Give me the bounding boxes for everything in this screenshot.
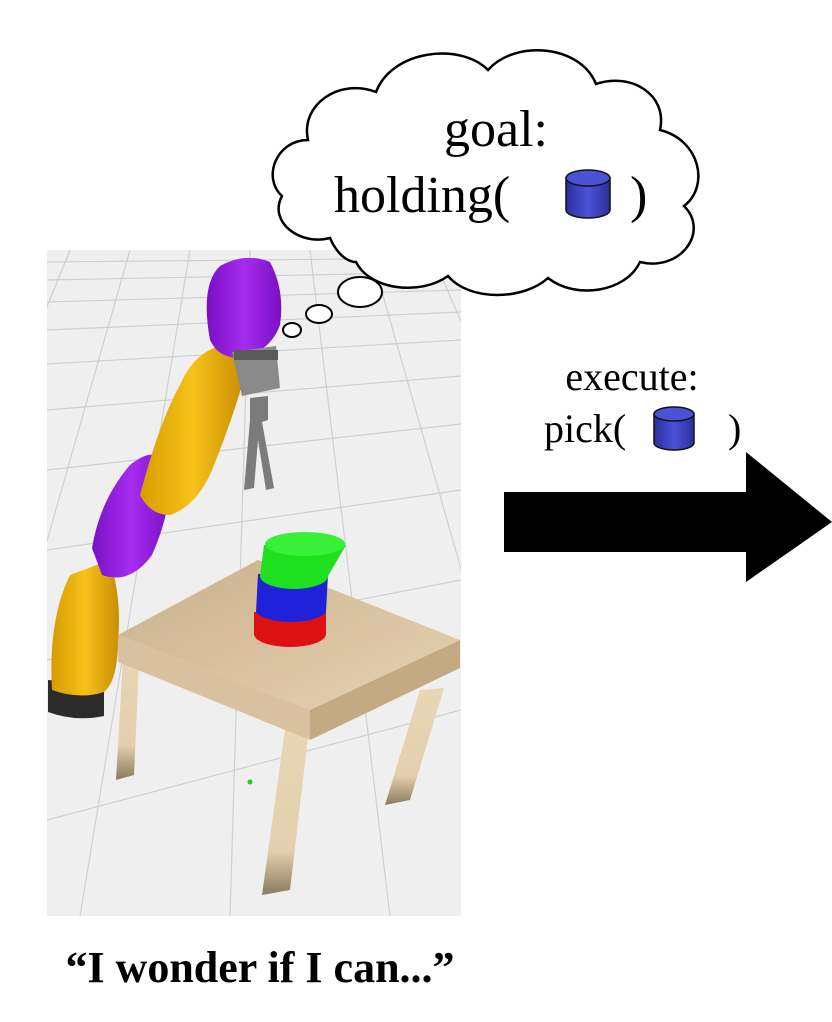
blue-cylinder-icon — [565, 169, 611, 219]
table-edge-side — [310, 640, 460, 740]
execute-label: execute: — [565, 354, 698, 399]
goal-label: goal: — [444, 101, 548, 158]
thought-dot-medium — [305, 304, 333, 324]
green-block — [260, 545, 346, 589]
holding-predicate-close: ) — [630, 167, 647, 224]
block-stack — [254, 532, 346, 647]
pick-predicate-open: pick( — [544, 406, 626, 451]
cloud-outline — [271, 49, 700, 297]
right-arrow-icon — [504, 452, 832, 582]
red-block — [254, 612, 326, 647]
pick-predicate-close: ) — [728, 406, 741, 451]
table-leg-front-left — [262, 720, 310, 895]
blue-cylinder-icon — [653, 406, 695, 451]
simulation-scene — [47, 250, 461, 916]
robot-link-middle — [140, 345, 245, 515]
robot-joint-upper — [206, 257, 282, 358]
robot-link-lower — [51, 560, 120, 696]
robot-wrist-band — [234, 350, 278, 360]
thought-dot-small — [282, 322, 302, 338]
robot-arm — [48, 257, 282, 719]
table-leg-back-left — [116, 640, 140, 780]
caption: “I wonder if I can...” — [65, 943, 455, 992]
robot-gripper — [244, 396, 274, 490]
green-block-top — [265, 532, 345, 556]
thought-dot-large — [337, 276, 383, 308]
table-edge-front — [118, 635, 310, 740]
execute-action: execute: pick( ) — [504, 354, 832, 582]
origin-marker — [247, 779, 253, 785]
table-leg-front-right — [385, 688, 444, 805]
thought-cloud: goal: holding( ) — [271, 49, 700, 297]
holding-predicate-open: holding( — [334, 167, 510, 224]
